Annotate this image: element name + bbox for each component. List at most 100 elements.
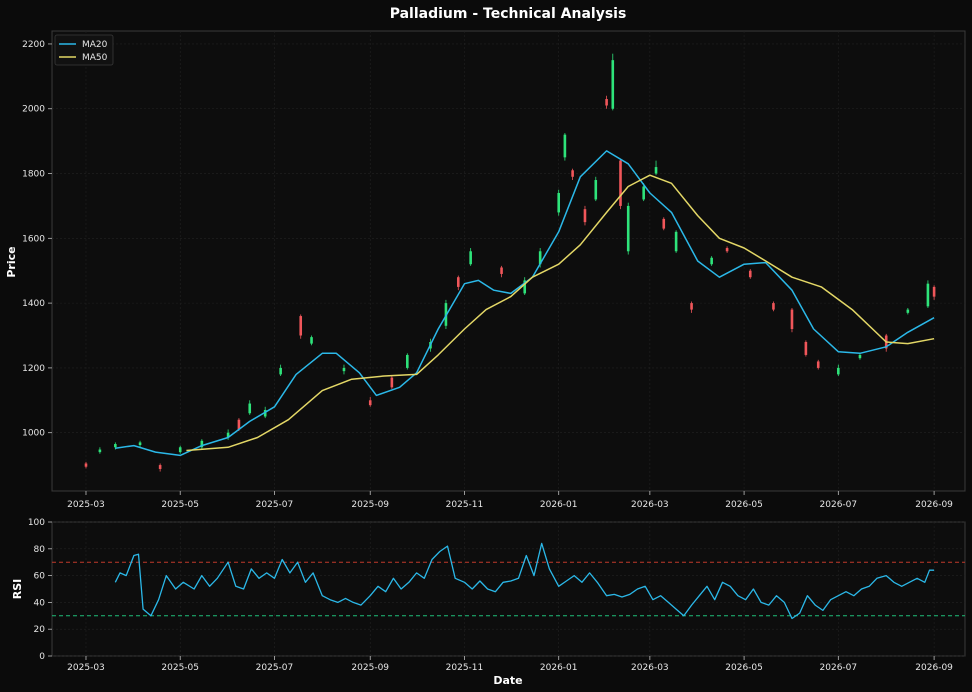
candle-body bbox=[299, 316, 303, 336]
rsi-x-tick-label: 2025-09 bbox=[351, 663, 389, 673]
candle-body bbox=[790, 309, 794, 330]
price-x-tick-label: 2026-03 bbox=[631, 500, 669, 510]
candle-body bbox=[690, 303, 693, 310]
candle-body bbox=[906, 309, 910, 313]
rsi-x-tick-label: 2026-01 bbox=[540, 663, 578, 673]
rsi-x-tick-label: 2026-05 bbox=[725, 663, 763, 673]
rsi-y-tick-label: 60 bbox=[34, 572, 46, 582]
price-legend: MA20 MA50 bbox=[54, 34, 114, 66]
candle-body bbox=[858, 354, 862, 359]
candle-body bbox=[523, 280, 527, 294]
candle-body bbox=[642, 186, 645, 200]
candle-body bbox=[626, 205, 630, 252]
candle-body bbox=[263, 410, 267, 417]
rsi-y-axis-label: RSI bbox=[11, 579, 24, 600]
price-y-axis-label: Price bbox=[5, 246, 18, 277]
series-line-ma20 bbox=[115, 150, 935, 457]
series-line-ma50 bbox=[186, 174, 935, 452]
rsi-y-tick-label: 0 bbox=[39, 652, 45, 662]
rsi-x-tick-label: 2025-05 bbox=[161, 663, 199, 673]
price-candles bbox=[84, 53, 936, 472]
price-y-tick-label: 1400 bbox=[22, 299, 45, 309]
legend-entry-ma20: MA20 bbox=[82, 40, 108, 50]
rsi-y-ticks: 0 20 40 60 80 100 bbox=[28, 518, 52, 662]
candle-body bbox=[226, 432, 230, 438]
price-y-tick-label: 2000 bbox=[22, 105, 45, 115]
candle-body bbox=[342, 367, 346, 372]
candle-body bbox=[583, 209, 587, 223]
price-gridlines: 2025-03 2025-05 2025-07 2025-09 2025-11 2026-… bbox=[52, 31, 965, 510]
candle-body bbox=[605, 99, 608, 106]
rsi-y-tick-label: 100 bbox=[28, 518, 45, 528]
chart-title: Palladium - Technical Analysis bbox=[390, 6, 627, 22]
rsi-gridlines bbox=[52, 521, 965, 657]
legend-entry-ma50: MA50 bbox=[82, 53, 108, 63]
rsi-panel-background bbox=[51, 521, 966, 657]
candle-body bbox=[611, 60, 615, 109]
rsi-x-tick-label: 2026-07 bbox=[820, 663, 858, 673]
candle-body bbox=[500, 267, 503, 274]
candle-body bbox=[710, 257, 713, 265]
rsi-x-tick-label: 2025-07 bbox=[256, 663, 294, 673]
candle-body bbox=[932, 286, 936, 297]
price-x-tick-label: 2025-09 bbox=[351, 500, 389, 510]
price-y-tick-label: 1000 bbox=[22, 429, 45, 439]
candle-body bbox=[406, 354, 409, 368]
candle-body bbox=[469, 251, 472, 265]
price-panel: 2025-03 2025-05 2025-07 2025-09 2025-11 2026-… bbox=[5, 30, 966, 510]
price-y-tick-label: 2200 bbox=[22, 40, 45, 50]
price-x-tick-label: 2026-09 bbox=[915, 500, 953, 510]
candle-body bbox=[538, 251, 542, 265]
price-y-ticks: 1000 1200 1400 1600 1800 2000 2200 bbox=[22, 40, 52, 439]
candle-body bbox=[237, 419, 241, 430]
rsi-line bbox=[114, 542, 935, 620]
candle-body bbox=[816, 361, 820, 368]
rsi-x-tick-label: 2026-09 bbox=[915, 663, 953, 673]
candle-body bbox=[563, 134, 567, 158]
candle-body bbox=[674, 231, 678, 252]
candle-body bbox=[138, 442, 142, 445]
candle-body bbox=[200, 440, 204, 448]
candle-body bbox=[84, 463, 88, 467]
candle-body bbox=[837, 367, 840, 375]
candle-body bbox=[158, 465, 162, 469]
rsi-y-tick-label: 80 bbox=[34, 545, 46, 555]
candle-body bbox=[178, 447, 182, 453]
price-moving-averages bbox=[115, 150, 935, 457]
candle-body bbox=[926, 283, 930, 307]
price-panel-background bbox=[51, 30, 966, 492]
rsi-series bbox=[114, 542, 935, 620]
price-x-tick-label: 2025-07 bbox=[256, 500, 294, 510]
candle-body bbox=[98, 449, 102, 453]
candle-body bbox=[662, 218, 666, 229]
candle-body bbox=[456, 277, 460, 287]
candle-body bbox=[619, 160, 622, 206]
candle-body bbox=[804, 341, 808, 355]
candle-body bbox=[748, 270, 752, 278]
candle-body bbox=[310, 337, 313, 344]
candle-body bbox=[114, 444, 117, 448]
price-x-tick-label: 2025-05 bbox=[161, 500, 199, 510]
candle-body bbox=[571, 170, 574, 177]
rsi-x-ticks: 2025-03 2025-05 2025-07 2025-09 2025-11 2026-… bbox=[67, 656, 953, 673]
price-x-tick-label: 2026-01 bbox=[540, 500, 578, 510]
price-y-tick-label: 1200 bbox=[22, 364, 45, 374]
candle-body bbox=[279, 367, 282, 375]
candle-body bbox=[725, 248, 729, 252]
price-y-tick-label: 1600 bbox=[22, 234, 45, 244]
rsi-x-tick-label: 2025-11 bbox=[446, 663, 484, 673]
price-x-tick-label: 2026-07 bbox=[820, 500, 858, 510]
rsi-y-tick-label: 40 bbox=[34, 598, 46, 608]
rsi-x-tick-label: 2026-03 bbox=[631, 663, 669, 673]
candle-body bbox=[594, 180, 598, 200]
rsi-x-tick-label: 2025-03 bbox=[67, 663, 105, 673]
price-x-tick-label: 2026-05 bbox=[725, 500, 763, 510]
candle-body bbox=[248, 403, 252, 414]
candle-body bbox=[368, 400, 372, 406]
candle-body bbox=[390, 377, 394, 388]
price-y-tick-label: 1800 bbox=[22, 170, 45, 180]
candle-body bbox=[772, 303, 775, 310]
rsi-y-tick-label: 20 bbox=[34, 625, 46, 635]
